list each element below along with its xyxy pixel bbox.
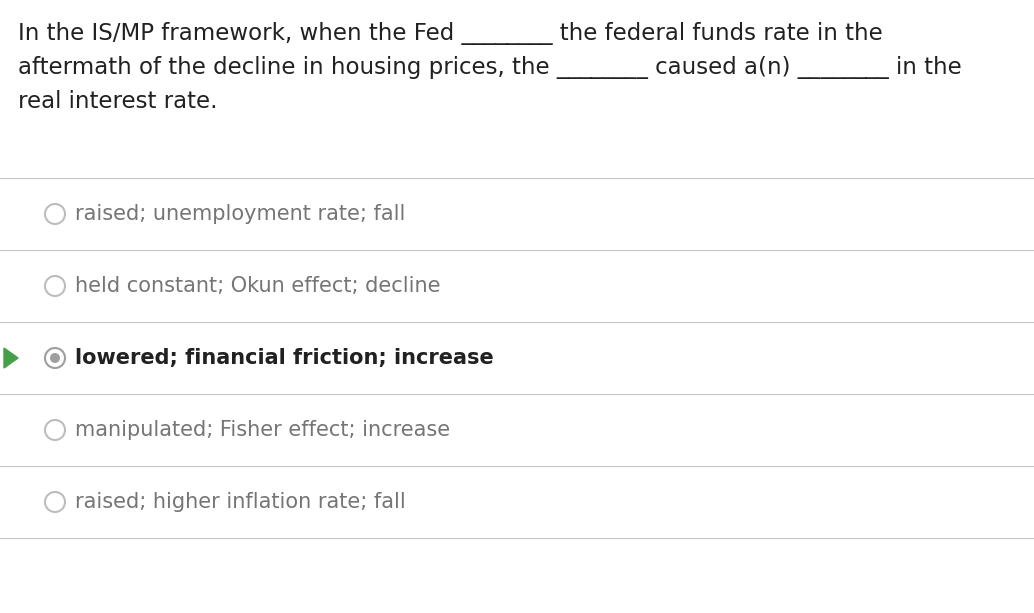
Circle shape — [50, 353, 60, 363]
Text: real interest rate.: real interest rate. — [18, 90, 217, 113]
Text: aftermath of the decline in housing prices, the ________ caused a(n) ________ in: aftermath of the decline in housing pric… — [18, 56, 962, 79]
Polygon shape — [4, 348, 18, 368]
Text: In the IS/MP framework, when the Fed ________ the federal funds rate in the: In the IS/MP framework, when the Fed ___… — [18, 22, 883, 45]
Text: held constant; Okun effect; decline: held constant; Okun effect; decline — [75, 276, 440, 296]
Text: raised; unemployment rate; fall: raised; unemployment rate; fall — [75, 204, 405, 224]
Text: manipulated; Fisher effect; increase: manipulated; Fisher effect; increase — [75, 420, 450, 440]
Text: raised; higher inflation rate; fall: raised; higher inflation rate; fall — [75, 492, 405, 512]
Text: lowered; financial friction; increase: lowered; financial friction; increase — [75, 348, 494, 368]
